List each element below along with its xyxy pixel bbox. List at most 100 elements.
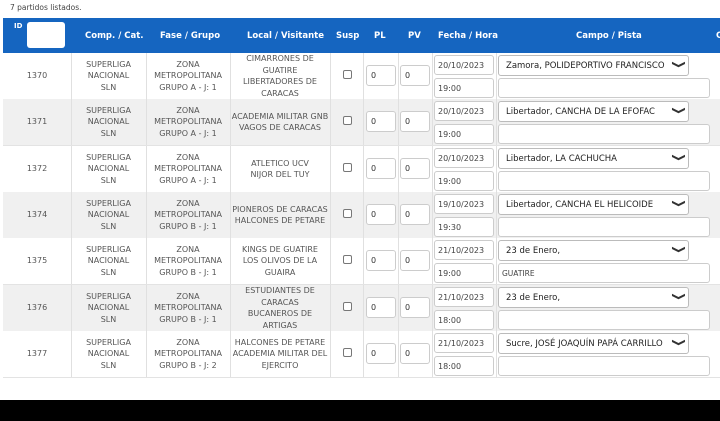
col-local: Local / Visitante [247,31,324,41]
field-select[interactable]: Sucre, JOSÉ JOAQUÍN PAPÁ CARRILLO ❯ [498,333,689,354]
suspend-checkbox[interactable] [343,302,352,311]
suspend-checkbox[interactable] [343,255,352,264]
cell-line: HALCONES DE PETARE [234,337,326,347]
cell-line: METROPOLITANA [154,349,222,359]
row-competition: SUPERLIGA NACIONAL SLN [71,99,146,145]
court-input[interactable]: GUATIRE [498,263,710,283]
time-input[interactable]: 19:30 [434,217,494,237]
pv-input[interactable]: 0 [400,343,430,364]
pl-input[interactable]: 0 [366,65,396,86]
table-row: 1372 SUPERLIGA NACIONAL SLN ZONA METROPOLITAN… [3,146,720,193]
pl-input[interactable]: 0 [366,250,396,271]
row-phase: ZONA METROPOLITANA GRUPO B - J: 1 [146,192,230,238]
column-divider [398,285,399,331]
row-phase: ZONA METROPOLITANA GRUPO B - J: 1 [146,285,230,331]
field-select-value: Zamora, POLIDEPORTIVO FRANCISCO [506,61,665,71]
cell-line: CIMARRONES DE [246,54,314,63]
pv-input[interactable]: 0 [400,204,430,225]
cell-line: GRUPO A - J: 1 [159,128,217,138]
row-teams: HALCONES DE PETARE ACADEMIA MILITAR DEL EJ… [230,331,330,377]
row-id: 1371 [26,117,48,127]
pv-input[interactable]: 0 [400,297,430,318]
field-select[interactable]: 23 de Enero, ❯ [498,287,689,308]
field-select[interactable]: Zamora, POLIDEPORTIVO FRANCISCO ❯ [498,55,689,76]
court-input[interactable] [498,124,710,144]
column-divider [398,192,399,238]
field-select[interactable]: 23 de Enero, ❯ [498,240,689,261]
field-select[interactable]: Libertador, CANCHA EL HELICOIDE ❯ [498,194,689,215]
column-divider [398,53,399,99]
id-filter-input[interactable] [27,22,65,48]
cell-line: ZONA [176,198,200,208]
cell-line: PIONEROS DE CARACAS [232,204,328,214]
field-select[interactable]: Libertador, CANCHA DE LA EFOFAC ❯ [498,101,689,122]
cell-line: NACIONAL [87,303,130,313]
pv-input[interactable]: 0 [400,111,430,132]
date-input[interactable]: 21/10/2023 [434,287,494,307]
column-divider [496,192,497,238]
column-divider [146,331,147,377]
row-phase: ZONA METROPOLITANA GRUPO A - J: 1 [146,99,230,145]
time-input[interactable]: 18:00 [434,356,494,376]
column-divider [146,285,147,331]
suspend-checkbox[interactable] [343,209,352,218]
suspend-checkbox[interactable] [343,163,352,172]
column-divider [71,285,72,331]
court-input[interactable] [498,356,710,376]
time-input[interactable]: 18:00 [434,310,494,330]
date-input[interactable]: 21/10/2023 [434,333,494,353]
pl-input[interactable]: 0 [366,343,396,364]
pv-input[interactable]: 0 [400,158,430,179]
field-select-value: Libertador, CANCHA DE LA EFOFAC [506,107,655,117]
suspend-checkbox[interactable] [343,116,352,125]
column-divider [432,331,433,377]
date-input[interactable]: 19/10/2023 [434,194,494,214]
court-input[interactable] [498,171,710,191]
col-id: ID [14,22,23,30]
pl-input[interactable]: 0 [366,111,396,132]
column-divider [363,53,364,99]
cell-line: GRUPO B - J: 1 [159,267,217,277]
column-divider [71,238,72,284]
date-input[interactable]: 20/10/2023 [434,148,494,168]
time-input[interactable]: 19:00 [434,124,494,144]
date-input[interactable]: 20/10/2023 [434,55,494,75]
date-input[interactable]: 21/10/2023 [434,240,494,260]
column-divider [363,99,364,145]
column-divider [398,238,399,284]
time-input[interactable]: 19:00 [434,263,494,283]
column-divider [330,192,331,238]
cell-line: GUAIRA [264,267,296,277]
column-divider [496,53,497,99]
pl-input[interactable]: 0 [366,297,396,318]
col-extra: C [716,31,720,41]
time-input[interactable]: 19:00 [434,78,494,98]
pl-input[interactable]: 0 [366,204,396,225]
pl-input[interactable]: 0 [366,158,396,179]
column-divider [330,99,331,145]
court-input[interactable] [498,217,710,237]
court-input[interactable] [498,310,710,330]
column-divider [71,331,72,377]
time-input[interactable]: 19:00 [434,171,494,191]
cell-line: EJERCITO [261,360,299,370]
cell-line: GRUPO A - J: 1 [159,175,217,185]
col-fase: Fase / Grupo [160,31,221,41]
column-divider [363,331,364,377]
pv-input[interactable]: 0 [400,65,430,86]
cell-line: VAGOS DE CARACAS [239,123,321,132]
field-select-value: 23 de Enero, [506,293,561,303]
cell-line: HALCONES DE PETARE [234,216,326,225]
date-input[interactable]: 20/10/2023 [434,101,494,121]
pv-input[interactable]: 0 [400,250,430,271]
suspend-checkbox[interactable] [343,348,352,357]
column-divider [146,238,147,284]
cell-line: GRUPO B - J: 1 [159,314,217,324]
column-divider [398,331,399,377]
column-divider [330,238,331,284]
field-select[interactable]: Libertador, LA CACHUCHA ❯ [498,148,689,169]
cell-line: SLN [100,267,117,277]
court-input[interactable] [498,78,710,98]
column-divider [146,99,147,145]
suspend-checkbox[interactable] [343,70,352,79]
